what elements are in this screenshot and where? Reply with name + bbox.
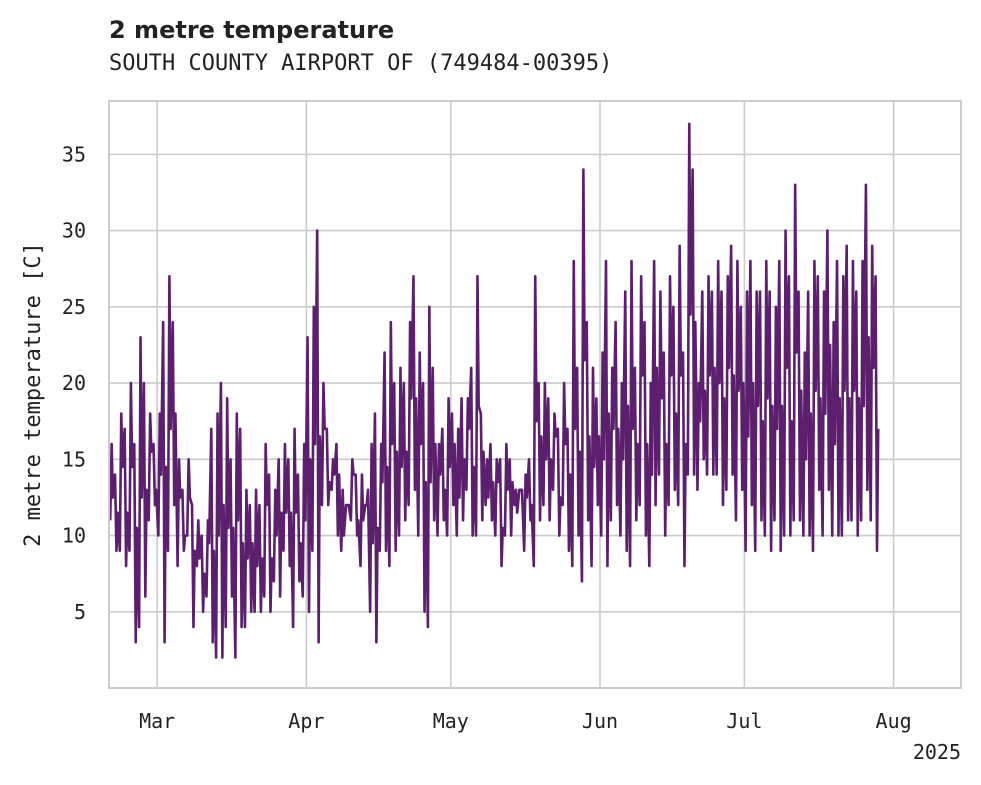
y-tick-labels: 5 10 15 20 25 30 35 xyxy=(62,142,86,623)
y-tick-label: 10 xyxy=(62,524,86,548)
y-tick-label: 15 xyxy=(62,447,86,471)
y-tick-label: 35 xyxy=(62,142,86,166)
series-line xyxy=(108,122,880,659)
plot-frame xyxy=(108,100,962,689)
chart-title: 2 metre temperature xyxy=(109,16,395,44)
year-label: 2025 xyxy=(913,740,961,764)
x-tick-label: Aug xyxy=(876,709,912,733)
chart-subtitle: SOUTH COUNTY AIRPORT OF (749484-00395) xyxy=(109,51,613,76)
y-tick-label: 5 xyxy=(74,600,86,624)
series-layer xyxy=(108,122,880,659)
x-tick-label: May xyxy=(433,709,469,733)
x-tick-label: Jul xyxy=(726,709,762,733)
x-tick-labels: Mar Apr May Jun Jul Aug xyxy=(139,709,912,733)
x-tick-label: Apr xyxy=(288,709,324,733)
x-tick-label: Mar xyxy=(139,709,175,733)
y-tick-label: 20 xyxy=(62,371,86,395)
y-axis-label: 2 metre temperature [C] xyxy=(21,242,46,547)
x-tick-label: Jun xyxy=(582,709,618,733)
y-tick-label: 30 xyxy=(62,219,86,243)
y-tick-label: 25 xyxy=(62,295,86,319)
